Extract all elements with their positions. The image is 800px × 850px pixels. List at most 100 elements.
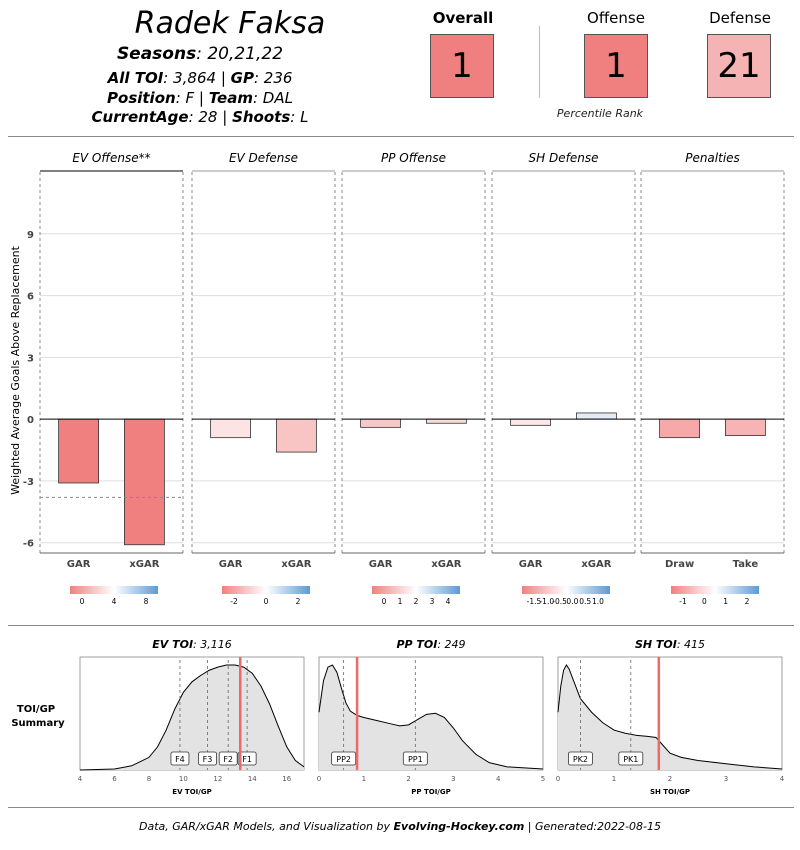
color-legend-tick: 4 [112,597,117,606]
bar-draw [659,418,701,439]
density-fill [319,665,543,770]
bar-gar [210,418,252,439]
y-tick-label: -6 [23,539,34,550]
marker-label: PP1 [408,755,423,764]
color-legend-tick: 1 [398,597,403,606]
percentile-rank-note: Percentile Rank [556,107,644,120]
x-axis-title: EV TOI/GP [172,788,211,796]
x-tick-label: GAR [369,559,393,570]
x-tick-label: 8 [147,775,151,783]
density-curve [79,664,305,771]
marker-label-box [218,751,238,766]
row-label-line2: Summary [11,718,65,729]
panel-4: Penalties Draw Take -1 0 1 2 [640,151,785,606]
panel-3: SH Defense GAR xGAR -1.5-1.0-0.5 0.0 0.5 1.0 [491,151,636,606]
color-legend-tick: 2 [296,597,301,606]
marker-label: F3 [203,755,213,764]
density-curve [318,664,544,770]
color-legend-bar [372,586,460,594]
offense-rank-box: 1 [584,34,648,98]
color-legend-tick: -2 [230,597,238,606]
x-tick-label: GAR [67,559,91,570]
x-tick-label: 5 [541,775,545,783]
color-legend-tick: 0 [702,597,707,606]
defense-rank-label: Defense [709,9,771,27]
density-curve [557,664,783,770]
x-tick-label: GAR [219,559,243,570]
bar-xgar [275,418,317,453]
color-legend-tick: -1.5 [527,597,542,606]
x-tick-label: 6 [112,775,117,783]
bar-gar [510,418,552,426]
panel-2: PP Offense GAR xGAR 0 1 2 3 4 [341,151,486,606]
color-legend-tick: 0.0 [566,597,578,606]
x-tick-label: 1 [612,775,616,783]
toi-panel-title: EV TOI: 3,116 [152,638,232,651]
bar-take [724,418,766,437]
bar-xgar [575,412,617,420]
panel-title: PP Offense [381,151,446,165]
marker-label-box [237,751,257,766]
marker-label-box [198,751,217,766]
toi-gp-line: All TOI: 3,864 | GP: 236 [107,69,293,87]
color-legend-bar [70,586,158,594]
x-tick-label: 10 [179,775,188,783]
x-tick-label: 3 [451,775,455,783]
color-legend-tick: 4 [446,597,451,606]
marker-label-box [331,751,357,766]
panel-title: SH Defense [529,151,599,165]
color-legend-tick: 0 [264,597,269,606]
toi-panel-0: EV TOI: 3,116 F4 F3 F2 F1 4 6 8 10 12 14 16 EV TOI/G… [78,638,305,796]
y-tick-label: 9 [27,230,34,241]
panel-0: EV Offense** GAR xGAR 0 4 8 [39,151,184,606]
color-legend-tick: 0.5 [579,597,591,606]
marker-label-box [568,751,593,766]
x-tick-label: xGAR [581,559,611,570]
overall-rank-label: Overall [432,9,494,27]
marker-label: F1 [242,755,252,764]
x-tick-label: 2 [668,775,672,783]
x-tick-label: xGAR [129,559,159,570]
x-tick-label: 3 [724,775,728,783]
color-legend-tick: 2 [414,597,419,606]
color-legend-tick: -1.0 [539,597,554,606]
player-name: Radek Faksa [134,6,326,41]
rank-divider [539,26,540,98]
divider-top [8,136,794,137]
bar-xgar [123,418,165,546]
x-tick-label: 0 [317,775,321,783]
offense-rank-label: Offense [587,9,645,27]
divider-bottom [8,807,794,808]
x-tick-label: 4 [78,775,83,783]
footer-credit: Data, GAR/xGAR Models, and Visualization… [139,820,661,833]
marker-label-box [618,751,644,766]
marker-label: F2 [223,755,233,764]
toi-panel-1: PP TOI: 249 PP2 PP1 0 1 2 3 4 5 PP TOI/GP [317,638,545,796]
marker-label-box [170,751,190,766]
x-tick-label: 0 [556,775,560,783]
bar-gar [58,418,100,484]
defense-rank-box: 21 [707,34,771,98]
x-tick-label: xGAR [281,559,311,570]
panel-title: EV Defense [229,151,298,165]
color-legend-tick: 8 [144,597,149,606]
color-legend-bar [222,586,310,594]
color-legend-tick: -1 [679,597,687,606]
color-legend-tick: 0 [80,597,85,606]
x-axis-title: PP TOI/GP [411,788,450,796]
overall-rank-box: 1 [430,34,494,98]
divider-middle [8,625,794,626]
x-tick-label: 12 [213,775,222,783]
y-tick-label: -3 [23,477,34,488]
x-tick-label: 16 [282,775,291,783]
toi-panel-2: SH TOI: 415 PK2 PK1 0 1 2 3 4 SH TOI/GP [556,638,785,796]
y-tick-label: 0 [27,415,34,426]
marker-label: F4 [175,755,185,764]
density-fill [80,665,304,770]
x-axis-title: SH TOI/GP [650,788,690,796]
marker-label: PK2 [573,755,588,764]
y-tick-label: 6 [27,292,34,303]
bar-xgar [425,418,467,424]
toi-panel-title: SH TOI: 415 [635,638,705,651]
